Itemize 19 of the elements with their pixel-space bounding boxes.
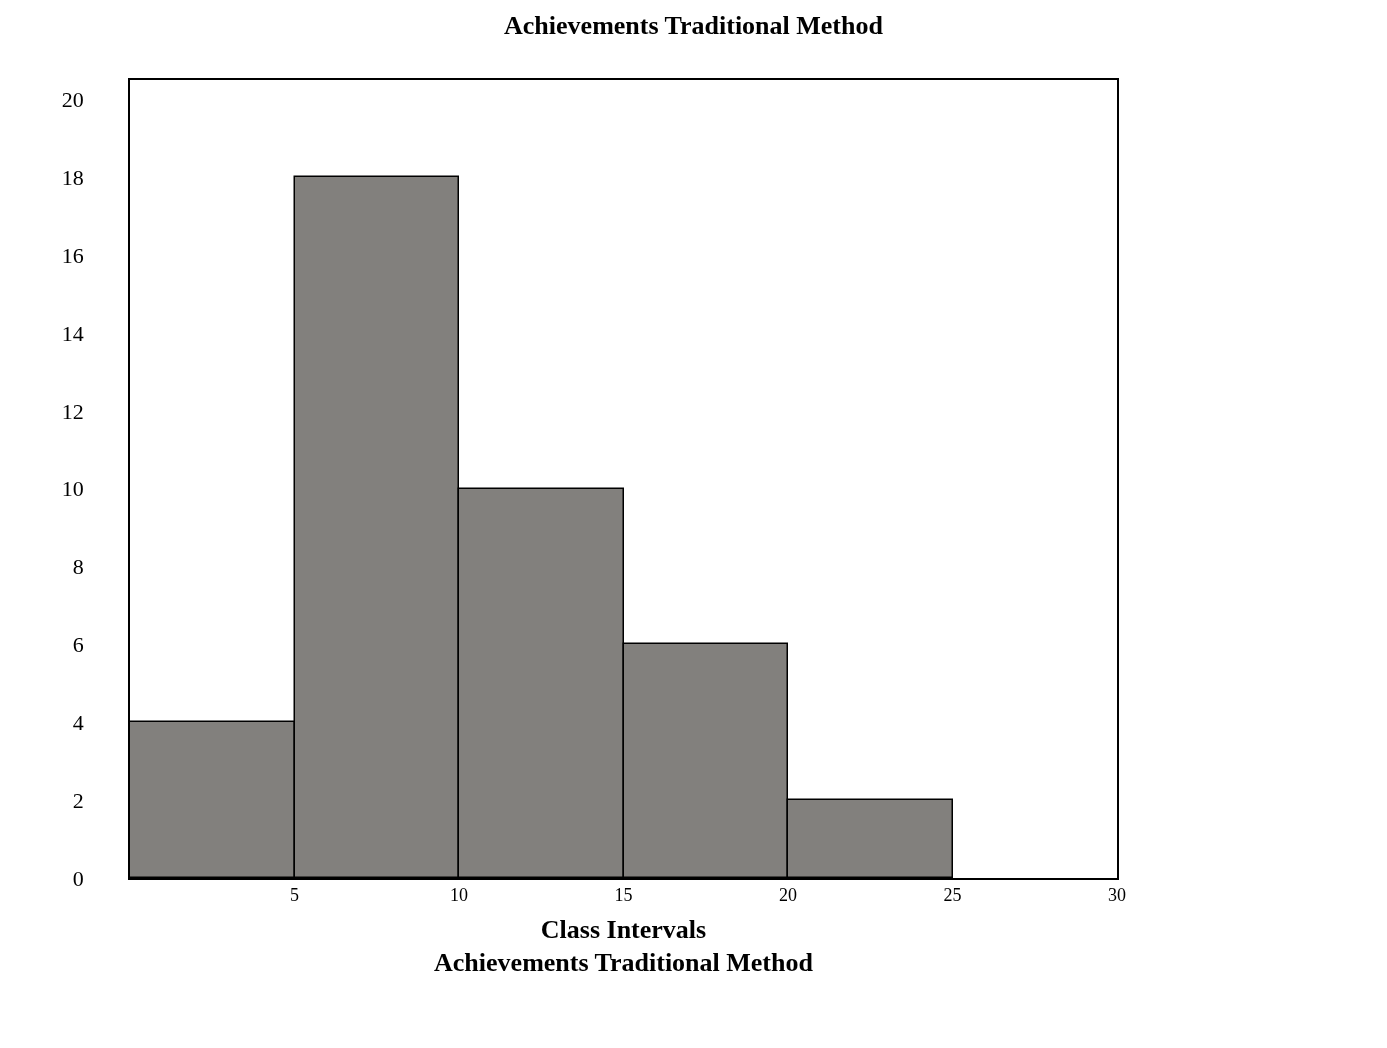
x-tick-label: 20 bbox=[779, 885, 797, 906]
x-tick-label: 15 bbox=[614, 885, 633, 906]
y-tick-label: 12 bbox=[61, 398, 84, 424]
x-tick-label: 5 bbox=[290, 885, 299, 906]
x-tick-label: 25 bbox=[943, 885, 962, 906]
y-tick-label: 16 bbox=[61, 242, 84, 268]
y-tick-label: 20 bbox=[61, 87, 84, 113]
x-axis-title: Class Intervals Achievements Traditional Method bbox=[434, 914, 814, 978]
y-tick-label: 0 bbox=[72, 865, 84, 891]
x-tick-label: 10 bbox=[450, 885, 468, 906]
y-tick-label: 6 bbox=[72, 632, 84, 658]
y-tick-label: 4 bbox=[72, 709, 84, 735]
chart-title: Achievements Traditional Method bbox=[504, 10, 884, 40]
y-tick-label: 2 bbox=[72, 787, 84, 813]
y-tick-label: 14 bbox=[61, 320, 84, 346]
x-tick-label: 30 bbox=[1108, 885, 1126, 906]
y-tick-label: 8 bbox=[72, 554, 84, 580]
y-tick-label: 18 bbox=[61, 165, 84, 191]
y-tick-label: 10 bbox=[61, 476, 84, 502]
